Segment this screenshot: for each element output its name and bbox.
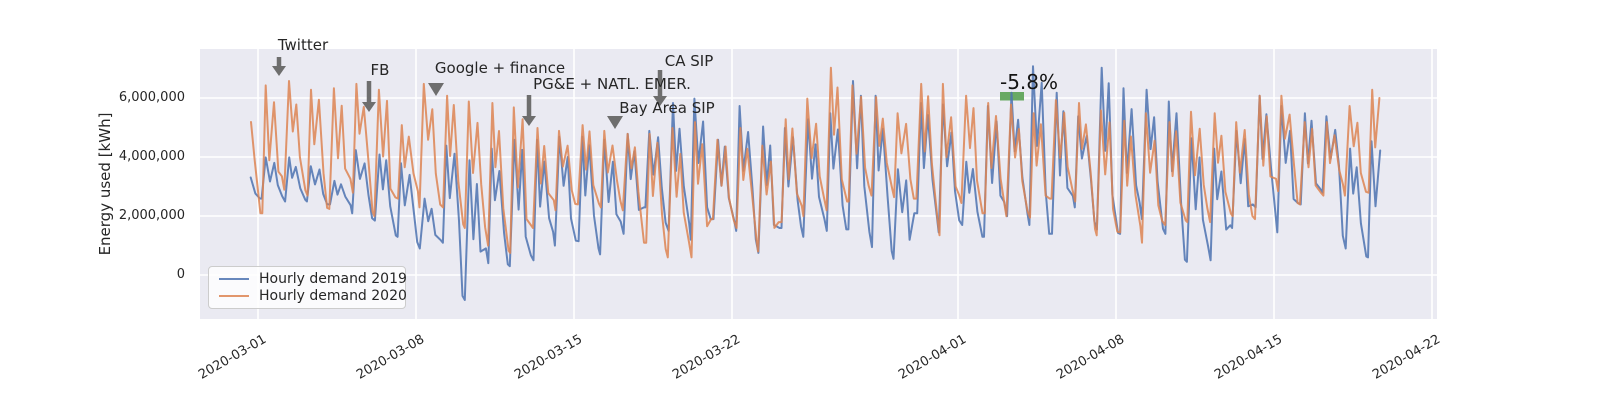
legend-line-2019-icon [219, 277, 249, 280]
y-tick-label: 4,000,000 [118, 149, 185, 164]
y-tick-label: 6,000,000 [118, 90, 185, 105]
annotation-bay-area-sip: Bay Area SIP [619, 99, 715, 117]
annotation-google-finance: Google + finance [434, 59, 566, 77]
legend-row-2019: Hourly demand 2019 [219, 271, 407, 287]
y-tick-label: 2,000,000 [118, 208, 185, 223]
highlight-label: -5.8% [999, 70, 1059, 94]
legend: Hourly demand 2019 Hourly demand 2020 [208, 266, 407, 309]
annotation-fb: FB [370, 61, 390, 79]
y-axis-label: Energy used [kWh] [96, 112, 114, 256]
y-tick-label: 0 [176, 267, 185, 282]
annotation-pg-e-natl-emer-: PG&E + NATL. EMER. [533, 75, 691, 93]
annotation-ca-sip: CA SIP [664, 52, 714, 70]
legend-line-2020-icon [219, 295, 249, 298]
legend-row-2020: Hourly demand 2020 [219, 288, 407, 304]
legend-label-2019: Hourly demand 2019 [259, 270, 407, 287]
annotation-twitter: Twitter [277, 36, 329, 54]
legend-label-2020: Hourly demand 2020 [259, 288, 407, 305]
